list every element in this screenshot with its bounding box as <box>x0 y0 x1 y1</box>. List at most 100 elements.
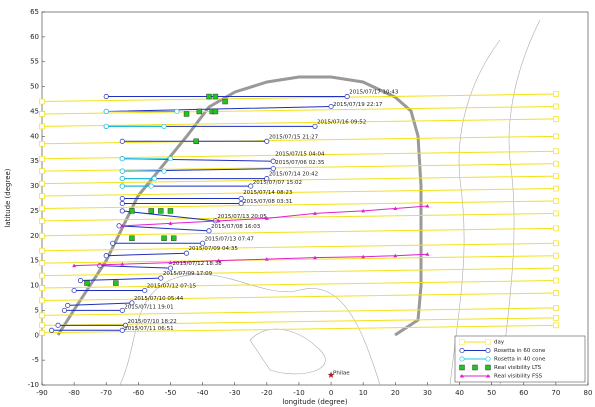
data-point <box>119 208 125 214</box>
data-point <box>553 148 559 155</box>
y-tick-label: 5 <box>35 306 39 314</box>
y-tick-label: 0 <box>35 331 39 339</box>
data-point <box>248 183 254 189</box>
data-point <box>39 329 45 336</box>
y-tick-label: 45 <box>30 107 39 115</box>
y-tick-label: 30 <box>30 182 39 190</box>
series-line <box>41 93 556 334</box>
data-point <box>119 138 125 144</box>
data-point <box>119 183 125 189</box>
y-tick-label: 40 <box>30 132 39 140</box>
data-point <box>312 123 318 129</box>
data-point <box>129 208 135 214</box>
data-point <box>216 258 221 263</box>
philae-star <box>327 371 335 378</box>
data-point <box>553 252 559 259</box>
x-tick-label: 60 <box>519 389 528 397</box>
x-tick-label: 10 <box>359 389 368 397</box>
data-point <box>196 108 203 115</box>
data-point <box>161 123 167 129</box>
x-tick-label: -70 <box>101 389 112 397</box>
data-point <box>39 205 45 212</box>
data-point <box>103 108 109 115</box>
data-point <box>553 210 559 217</box>
data-point <box>119 307 125 313</box>
annotation: Philae <box>333 371 350 377</box>
contour <box>499 19 541 386</box>
data-point <box>39 180 45 187</box>
y-tick-label: 55 <box>30 58 39 66</box>
legend-marker <box>459 356 465 362</box>
data-point <box>97 263 103 269</box>
legend-marker <box>486 374 490 378</box>
data-point <box>183 250 190 256</box>
data-point <box>39 111 45 117</box>
data-point <box>200 240 206 246</box>
data-point <box>553 185 559 192</box>
data-point <box>39 193 45 199</box>
data-point <box>120 262 125 266</box>
data-point <box>206 93 212 100</box>
annotation: 2015/07/06 02:35 <box>275 160 325 166</box>
data-point <box>553 116 559 122</box>
data-point <box>39 140 45 147</box>
legend-label: Rosetta in 60 cone <box>494 348 546 354</box>
legend-label: Real visibility LTS <box>494 365 542 371</box>
data-point <box>119 156 125 162</box>
data-point <box>270 158 276 164</box>
data-point <box>264 257 269 261</box>
data-point <box>39 312 45 319</box>
data-point <box>193 138 199 145</box>
data-point <box>313 255 317 260</box>
data-point <box>553 322 559 329</box>
legend-marker <box>472 364 478 371</box>
data-point <box>65 302 71 308</box>
annotation: 2015/07/09 04:35 <box>189 246 239 252</box>
data-point <box>167 208 174 214</box>
legend-marker <box>459 364 465 371</box>
annotation: 2015/07/16 09:52 <box>317 119 366 125</box>
data-point <box>425 203 430 208</box>
data-point <box>110 240 116 246</box>
legend-marker <box>459 347 465 354</box>
data-point <box>206 228 212 234</box>
annotation: 2015/07/15 21:27 <box>269 134 319 140</box>
annotation: 2015/07/08 03:31 <box>243 199 292 205</box>
data-point <box>84 280 90 286</box>
x-tick-label: 20 <box>391 389 400 397</box>
y-tick-label: 60 <box>30 33 39 41</box>
data-point <box>174 108 180 115</box>
y-tick-label: 10 <box>30 282 39 290</box>
data-point <box>161 235 167 241</box>
data-point <box>222 98 228 105</box>
data-point <box>216 218 221 223</box>
y-tick-label: 50 <box>30 83 39 91</box>
data-point <box>39 285 45 291</box>
data-point <box>39 168 45 174</box>
data-point <box>553 225 559 232</box>
legend-marker <box>459 339 465 345</box>
data-point <box>553 103 559 110</box>
data-point <box>361 208 366 213</box>
data-point <box>168 221 173 225</box>
y-tick-label: 35 <box>30 157 39 165</box>
annotation: 2015/07/11 06:51 <box>124 326 173 332</box>
x-tick-label: -30 <box>229 389 240 397</box>
data-point <box>119 195 125 202</box>
x-tick-label: -10 <box>293 389 304 397</box>
data-point <box>103 123 109 129</box>
y-tick-label: -10 <box>28 381 39 389</box>
data-point <box>264 216 269 220</box>
legend-marker <box>485 356 491 362</box>
x-tick-label: 40 <box>455 389 464 397</box>
data-point <box>39 297 45 304</box>
data-point <box>361 254 366 259</box>
data-point <box>148 208 154 214</box>
data-point <box>39 123 45 130</box>
annotation: 2015/07/14 20:42 <box>269 172 318 178</box>
x-tick-label: -40 <box>197 389 208 397</box>
x-tick-label: 30 <box>423 389 432 397</box>
data-point <box>212 93 219 100</box>
x-tick-label: 70 <box>551 389 560 397</box>
